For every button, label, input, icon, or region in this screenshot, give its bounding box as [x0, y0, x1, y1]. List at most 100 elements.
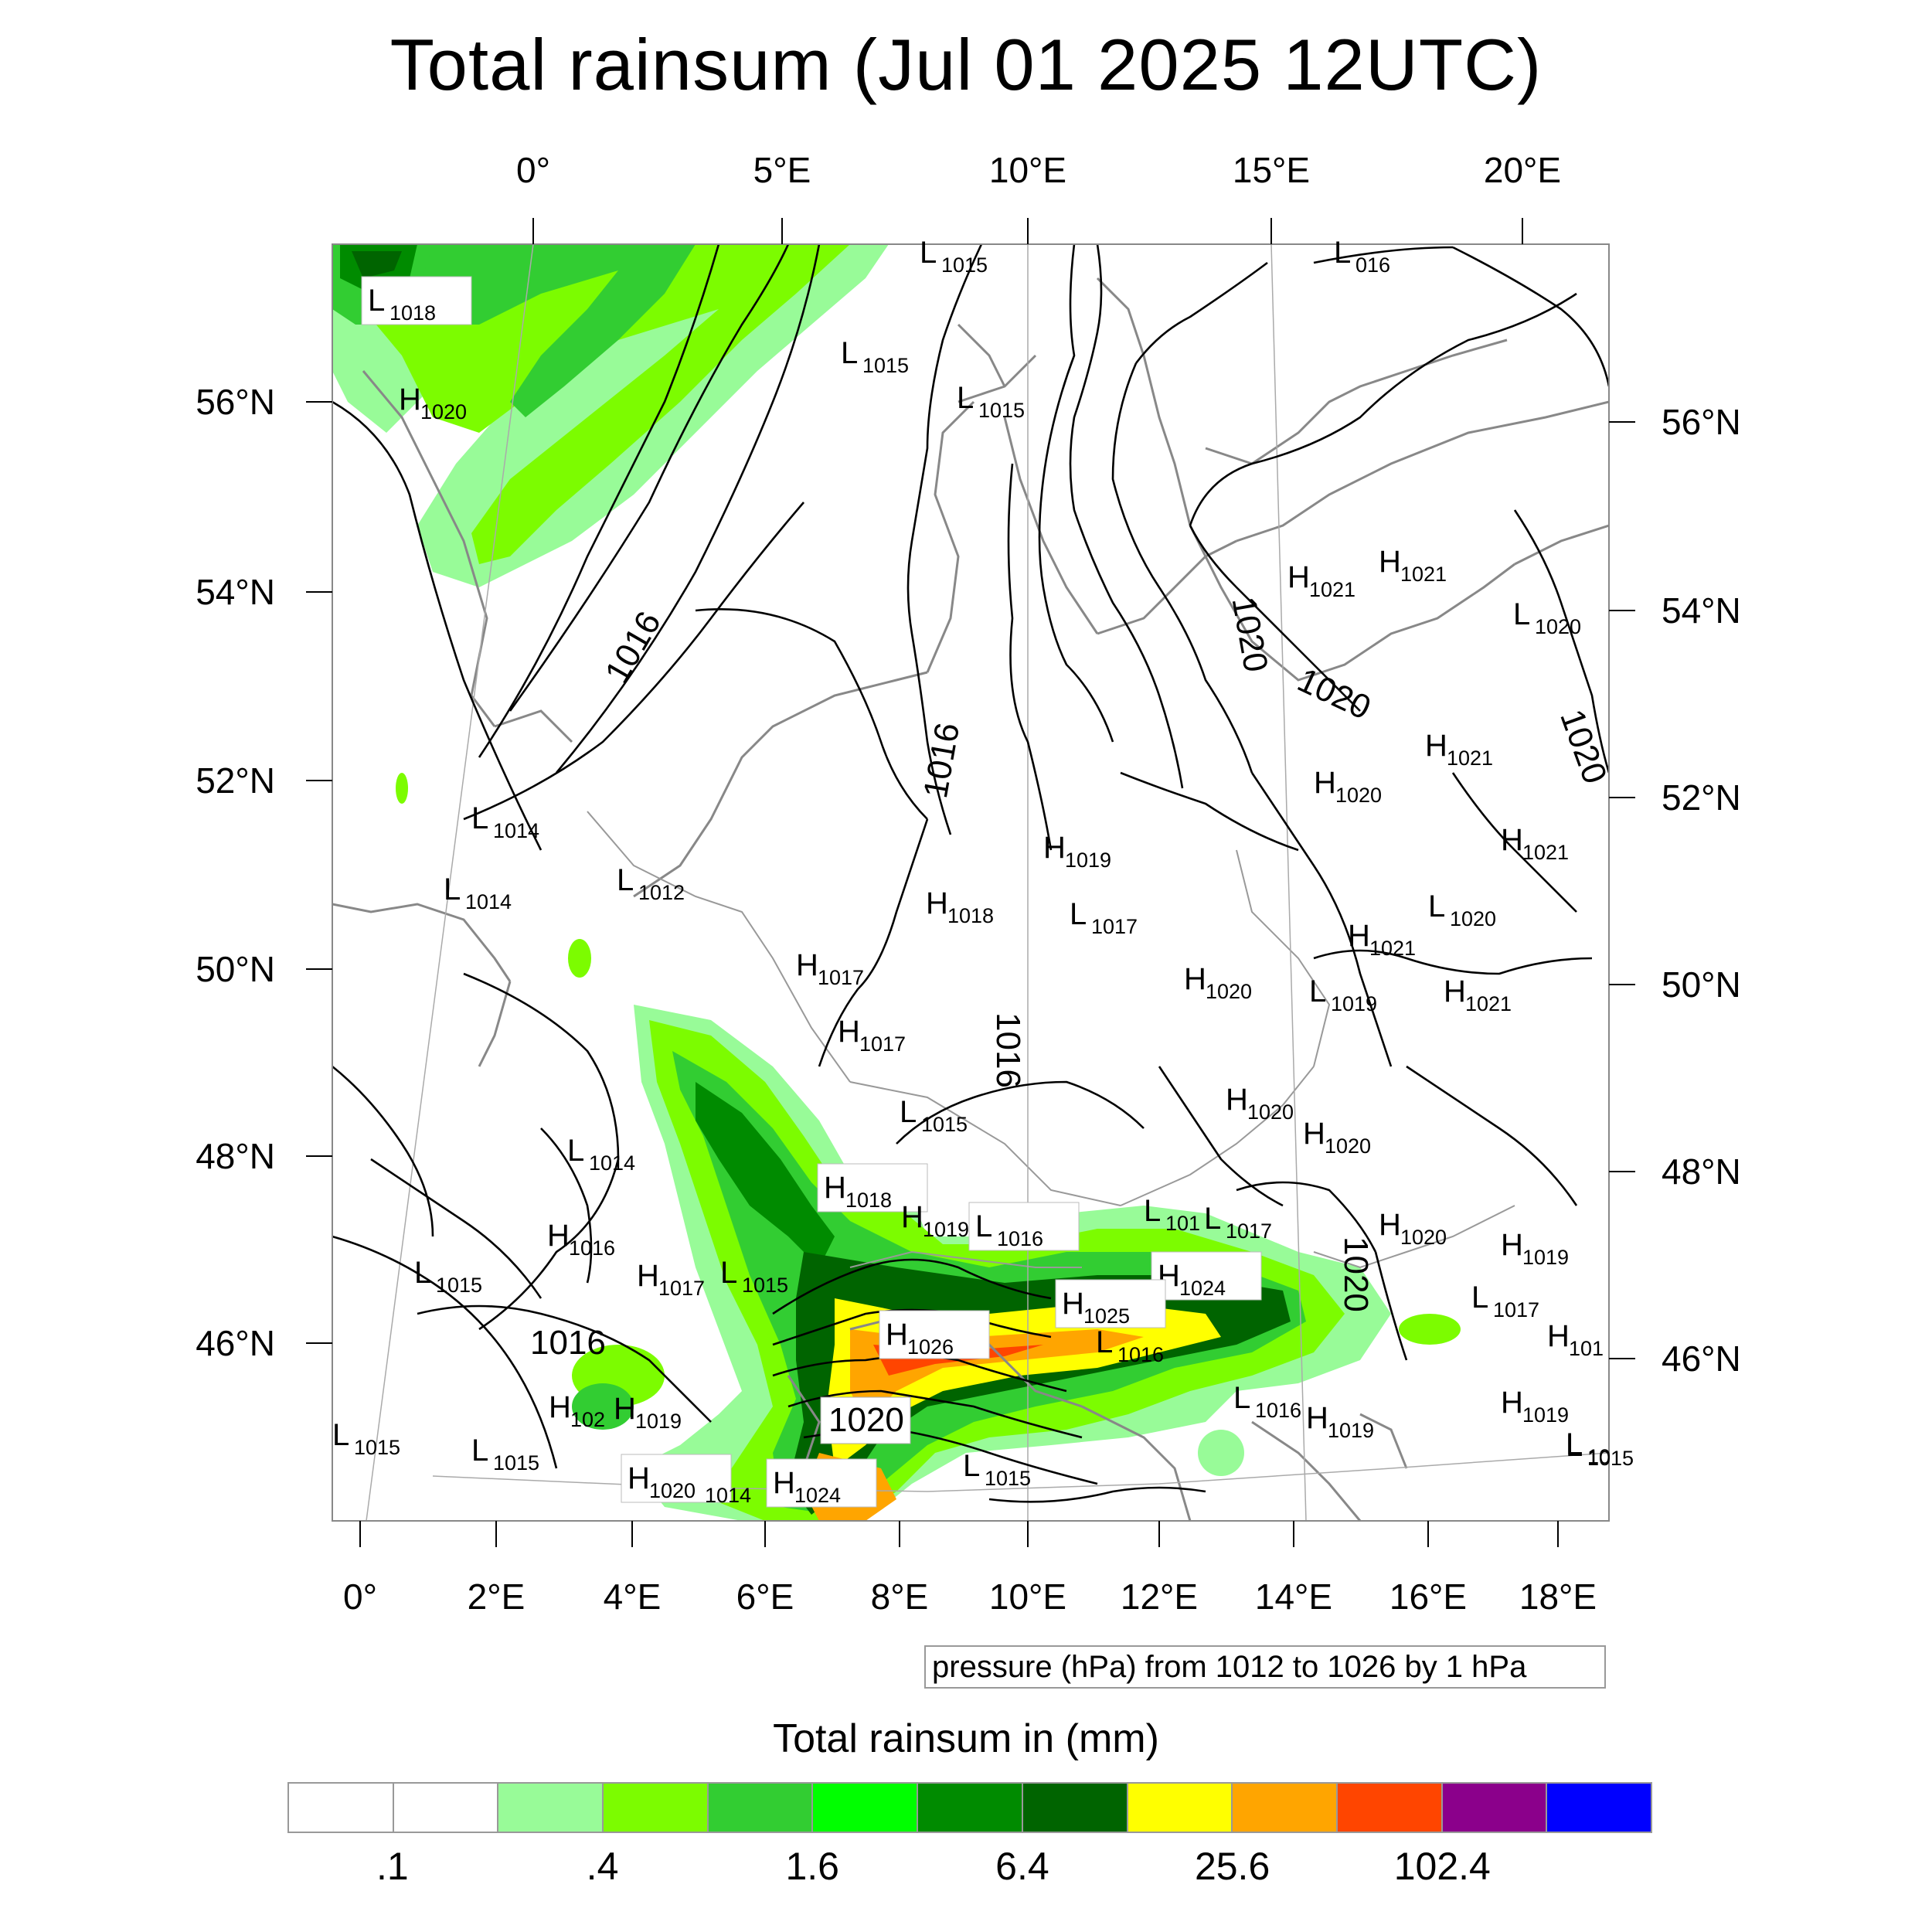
pressure-center-value: 1018 — [389, 301, 436, 325]
lon-label: 14°E — [1255, 1577, 1332, 1617]
pressure-center-letter: H — [614, 1392, 636, 1426]
pressure-center-high: H 1020 — [621, 1454, 732, 1503]
lon-label: 18°E — [1519, 1577, 1597, 1617]
pressure-center-value: 1017 — [859, 1032, 906, 1056]
pressure-center-value: 1016 — [569, 1236, 615, 1260]
pressure-center-value: 1017 — [818, 966, 864, 989]
pressure-center-letter: L — [1471, 1281, 1488, 1315]
pressure-center-letter: H — [1547, 1319, 1570, 1353]
pressure-center-high: H 1020 — [1226, 1083, 1294, 1124]
tick-marks — [306, 218, 1635, 1547]
pressure-center-letter: H — [1379, 545, 1401, 579]
pressure-center-high: H 1025 — [1055, 1279, 1166, 1328]
pressure-center-value: 1021 — [1309, 578, 1355, 601]
colorbar-label: .1 — [376, 1845, 409, 1888]
pressure-center-low: L 1016 — [1233, 1381, 1301, 1422]
pressure-center-high: H 1018 — [926, 886, 994, 927]
pressure-center-value: 1024 — [1179, 1277, 1226, 1300]
pressure-center-value: 1014 — [589, 1151, 635, 1175]
isobar-label: 1020 — [1337, 1236, 1375, 1312]
pressure-center-value: 1019 — [1328, 1419, 1374, 1442]
pressure-center-value: 1025 — [1083, 1304, 1130, 1328]
pressure-center-letter: L — [368, 284, 385, 318]
pressure-center-low: L 1020 — [1513, 597, 1581, 638]
pressure-center-value: 1021 — [1465, 992, 1512, 1015]
pressure-center-low: L 1012 — [617, 863, 685, 904]
pressure-center-letter: L — [720, 1256, 737, 1290]
colorbar-swatch — [604, 1784, 709, 1832]
lon-label: 10°E — [989, 150, 1066, 190]
pressure-center-high: H 1017 — [796, 948, 864, 989]
pressure-center-box — [361, 276, 472, 325]
coastlines — [332, 277, 1609, 1521]
lat-label: 50°N — [1662, 964, 1741, 1005]
pressure-center-value: 1020 — [1335, 784, 1382, 807]
pressure-center-letter: L — [1334, 236, 1351, 270]
pressure-center-low: L 10 — [1566, 1427, 1611, 1468]
pressure-center-low: L 1017 — [1070, 897, 1138, 938]
pressure-center-low: L 1015 — [1566, 1429, 1634, 1470]
pressure-center-value: 1015 — [436, 1274, 482, 1297]
lat-label: 54°N — [1662, 590, 1741, 631]
pressure-center-letter: L — [1096, 1325, 1113, 1359]
pressure-center-value: 1014 — [465, 890, 512, 913]
pressure-center-high: H 1021 — [1444, 975, 1512, 1015]
pressure-center-high: H 1024 — [1151, 1251, 1262, 1301]
pressure-center-value: 1017 — [658, 1277, 705, 1300]
pressure-center-letter: H — [796, 948, 818, 982]
country-borders — [587, 811, 1515, 1269]
pressure-center-value: 1020 — [420, 400, 467, 423]
pressure-center-value: 1017 — [1226, 1219, 1272, 1243]
pressure-center-letter: H — [1444, 975, 1466, 1009]
colorbar-label: 1.6 — [785, 1845, 839, 1888]
pressure-center-letter: L — [1070, 897, 1087, 931]
pressure-center-box — [766, 1458, 877, 1508]
loose-pressure-label: 1014 — [705, 1484, 751, 1507]
pressure-center-letter: L — [1513, 597, 1530, 631]
pressure-center-value: 1020 — [1400, 1226, 1447, 1249]
colorbar-swatch — [1337, 1784, 1443, 1832]
pressure-center-high: H 1021 — [1379, 545, 1447, 586]
pressure-center-value: 1021 — [1369, 937, 1416, 960]
lon-label: 20°E — [1484, 150, 1561, 190]
pressure-center-low: L 1015 — [957, 381, 1025, 422]
pressure-center-letter: H — [547, 1219, 570, 1253]
pressure-center-value: 1019 — [1331, 992, 1377, 1015]
pressure-center-letter: L — [444, 872, 461, 906]
pressure-center-letter: H — [1425, 729, 1447, 763]
pressure-center-high: H 1019 — [901, 1200, 969, 1241]
pressure-center-value: 1016 — [997, 1227, 1043, 1250]
colorbar-swatch — [918, 1784, 1023, 1832]
colorbar-swatch — [498, 1784, 604, 1832]
lon-label: 15°E — [1233, 150, 1310, 190]
pressure-center-letter: L — [1144, 1194, 1161, 1228]
pressure-center-low: L 1015 — [963, 1449, 1031, 1490]
lat-label: 52°N — [1662, 777, 1741, 818]
right-lat-labels: 56°N 54°N 52°N 50°N 48°N 46°N — [1662, 402, 1741, 1379]
pressure-center-value: 1021 — [1522, 841, 1569, 864]
colorbar-swatch — [1128, 1784, 1233, 1832]
lon-label: 2°E — [468, 1577, 526, 1617]
pressure-center-high: H 1017 — [637, 1259, 705, 1300]
pressure-center-value: 1015 — [1587, 1447, 1634, 1470]
pressure-center-high: H 1020 — [1379, 1208, 1447, 1249]
pressure-center-high: H 1019 — [1501, 1228, 1569, 1269]
pressure-center-value: 1018 — [845, 1189, 892, 1212]
pressure-center-low: L 016 — [1334, 236, 1390, 277]
colorbar-swatch — [1442, 1784, 1548, 1832]
pressure-center-high: H 1017 — [838, 1015, 906, 1056]
pressure-center-value: 1026 — [907, 1335, 954, 1359]
pressure-center-value: 1015 — [354, 1436, 400, 1459]
pressure-center-low: L 1015 — [900, 1095, 968, 1136]
pressure-center-value: 1015 — [862, 354, 909, 377]
colorbar-swatch — [393, 1784, 499, 1832]
lat-label: 54°N — [196, 572, 275, 612]
pressure-center-value: 1015 — [985, 1467, 1031, 1490]
lon-label: 8°E — [871, 1577, 929, 1617]
pressure-center-value: 1019 — [635, 1410, 682, 1433]
pressure-center-value: 016 — [1355, 253, 1390, 277]
pressure-center-high: H 1016 — [547, 1219, 615, 1260]
pressure-center-high: H 1020 — [1314, 766, 1382, 807]
pressure-center-low: L 1017 — [1204, 1202, 1272, 1243]
pressure-center-value: 101 — [1165, 1212, 1200, 1235]
